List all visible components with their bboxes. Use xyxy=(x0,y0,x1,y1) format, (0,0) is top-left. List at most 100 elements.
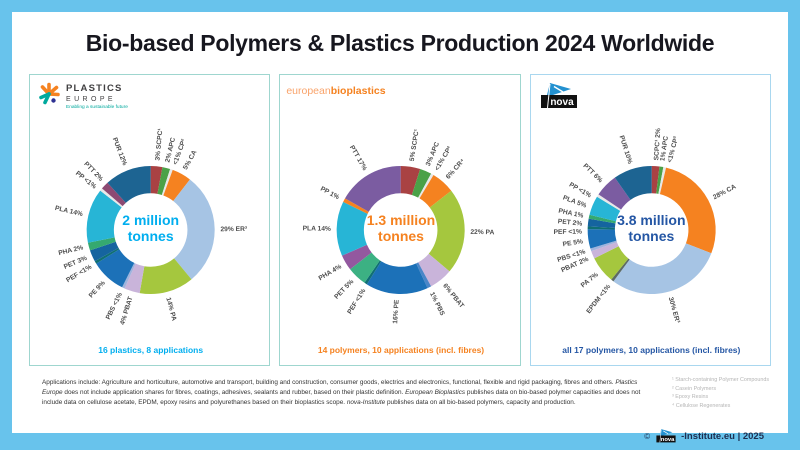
nova-flag-icon-small: nova xyxy=(656,429,676,443)
segment-label: PA 7% xyxy=(579,271,599,289)
panel-caption: all 17 polymers, 10 applications (incl. … xyxy=(562,345,741,355)
footnote-item: ¹ Starch-containing Polymer Compounds xyxy=(672,377,770,383)
donut-segment-pef-1 xyxy=(587,226,615,230)
segment-label: 4% PBAT xyxy=(119,296,134,326)
org-name-italic: nova-Institute xyxy=(346,398,386,406)
panel-caption: 14 polymers, 10 applications (incl. fibr… xyxy=(317,345,485,355)
donut-chart-plastics-europe: 3% SCPC¹ 2% APC <1% CP² 5% CA 29% ER³ 14% PA 4… xyxy=(36,123,265,337)
donut-segment-pha-2 xyxy=(87,237,116,251)
segment-label: PLA 14% xyxy=(303,225,332,233)
donut-segment-1-pbs xyxy=(416,262,432,289)
page-title: Bio-based Polymers & Plastics Production… xyxy=(85,30,715,56)
segment-label: PEF <1% xyxy=(347,288,368,316)
donut-segment-1-cp xyxy=(658,167,666,195)
nova-wordmark: nova xyxy=(550,97,574,108)
donut-segment-pla-5 xyxy=(589,196,620,222)
donut-segment-pet-2 xyxy=(587,218,616,228)
donut-segment-pet-5 xyxy=(350,252,381,283)
donut-segment-pp-1 xyxy=(596,194,621,211)
donut-segment-3-apc xyxy=(412,169,432,198)
donut-chart-european-bioplastics: 5% SCPC¹ 3% APC <1% CP² 6% CR⁴ 22% PA 6% PBAT… xyxy=(286,123,515,337)
org-name-italic: European Bioplastics xyxy=(405,388,466,396)
segment-label: 1% APC xyxy=(659,135,670,161)
donut-segment-3-scpc xyxy=(150,165,163,194)
segment-label: PLA 14% xyxy=(54,205,83,218)
eb-wordmark-part2: bioplastics xyxy=(330,85,386,97)
donut-segment-pha-1 xyxy=(588,214,616,224)
donut-segment-29-er xyxy=(173,179,215,280)
note-text: publishes data on bio-based polymer capa… xyxy=(42,388,641,406)
donut-segment-ptt-17 xyxy=(345,165,401,212)
donut-segment-1-cp xyxy=(418,173,434,199)
segment-label: 29% ER³ xyxy=(220,226,248,233)
segment-label: SCPC¹ 2% xyxy=(653,128,662,161)
nova-logo: nova xyxy=(537,81,766,123)
donut-segment-6-pbat xyxy=(418,253,450,287)
copyright: © nova -Institute.eu | 2025 xyxy=(644,428,764,444)
donut-segment-5-ca xyxy=(163,169,190,201)
segment-label: PHA 4% xyxy=(318,263,343,282)
segment-label: PE 9% xyxy=(88,280,107,300)
chart-panels: PLASTICS EUROPE Enabling a sustainable f… xyxy=(29,74,771,366)
donut-segment-scpc-2 xyxy=(651,165,660,194)
infographic-card: Bio-based Polymers & Plastics Production… xyxy=(12,12,788,443)
segment-label: 5% CA xyxy=(182,149,198,171)
donut-segment-pa-7 xyxy=(593,246,629,280)
donut-segment-pef-1 xyxy=(94,247,120,264)
donut-segment-pla-14 xyxy=(86,190,122,243)
footnote-item: ³ Epoxy Resins xyxy=(672,394,709,401)
note-text: does not include application shares for … xyxy=(62,388,406,396)
panel-caption: 16 plastics, 8 applications xyxy=(98,345,204,355)
footnotes: ¹ Starch-containing Polymer Compounds ² C… xyxy=(672,376,794,411)
plastics-europe-wordmark-line2: EUROPE xyxy=(66,95,116,103)
donut-segment-pet-3 xyxy=(89,241,119,262)
donut-segment-28-ca xyxy=(659,167,716,254)
org-name-italic: Plastics Europe xyxy=(42,379,638,396)
segment-label: PLA 5% xyxy=(561,194,587,209)
donut-segment-pe-9 xyxy=(96,249,135,288)
note-text: Applications include: Agriculture and ho… xyxy=(42,379,616,386)
eb-wordmark-part1: european xyxy=(286,85,331,97)
donut-segment-14-pa xyxy=(139,258,192,295)
segment-label: 22% PA xyxy=(471,229,495,237)
donut-segment-pha-4 xyxy=(342,244,372,270)
donut-segment-ptt-2 xyxy=(101,182,126,207)
segment-label: 28% CA xyxy=(712,183,737,201)
segment-label: 6% PBAT xyxy=(442,282,466,309)
segment-label: 30% ER³ xyxy=(666,296,680,324)
segment-label: PTT 17% xyxy=(348,144,368,172)
segment-label: 5% SCPC¹ xyxy=(409,128,421,162)
donut-segment-2-apc xyxy=(157,167,171,195)
nova-wordmark-small: nova xyxy=(661,437,675,443)
note-text: publishes data on all bio-based polymers… xyxy=(385,398,576,406)
applications-note: Applications include: Agriculture and ho… xyxy=(42,378,657,408)
segment-label: PET 2% xyxy=(557,218,582,227)
segment-label: PUR 12% xyxy=(111,137,128,167)
donut-segment-pe-5 xyxy=(587,229,617,249)
donut-segment-1-cp xyxy=(161,169,173,196)
segment-label: 1% PBS xyxy=(428,291,446,317)
donut-segment-30-er xyxy=(613,243,711,295)
european-bioplastics-logo: europeanbioplastics xyxy=(286,81,515,123)
donut-segment-ptt-6 xyxy=(598,177,631,210)
segment-label: 6% CR⁴ xyxy=(445,158,466,181)
donut-segment-22-pa xyxy=(429,190,466,272)
copyright-symbol: © xyxy=(644,431,651,441)
donut-segment-pbat-2 xyxy=(590,242,619,259)
plastics-europe-logo: PLASTICS EUROPE Enabling a sustainable f… xyxy=(36,81,265,123)
donut-segment-pur-12 xyxy=(107,165,151,203)
plastics-europe-tagline: Enabling a sustainable future xyxy=(66,104,128,110)
plastics-europe-wordmark-line1: PLASTICS xyxy=(66,83,123,94)
panel-european-bioplastics: europeanbioplastics 5% SCPC¹ 3% APC <1% CP… xyxy=(279,74,521,366)
donut-segment-pbs-1 xyxy=(122,262,136,289)
segment-label: PET 5% xyxy=(334,278,356,301)
donut-segment-pp-1 xyxy=(100,188,123,208)
donut-segment-16-pe xyxy=(367,261,428,295)
segment-label: EPDM <1% xyxy=(585,283,612,315)
plastics-europe-asterisk-icon xyxy=(39,82,60,105)
donut-segment-1-apc xyxy=(655,166,664,194)
segment-label: PEF <1% xyxy=(553,229,582,236)
